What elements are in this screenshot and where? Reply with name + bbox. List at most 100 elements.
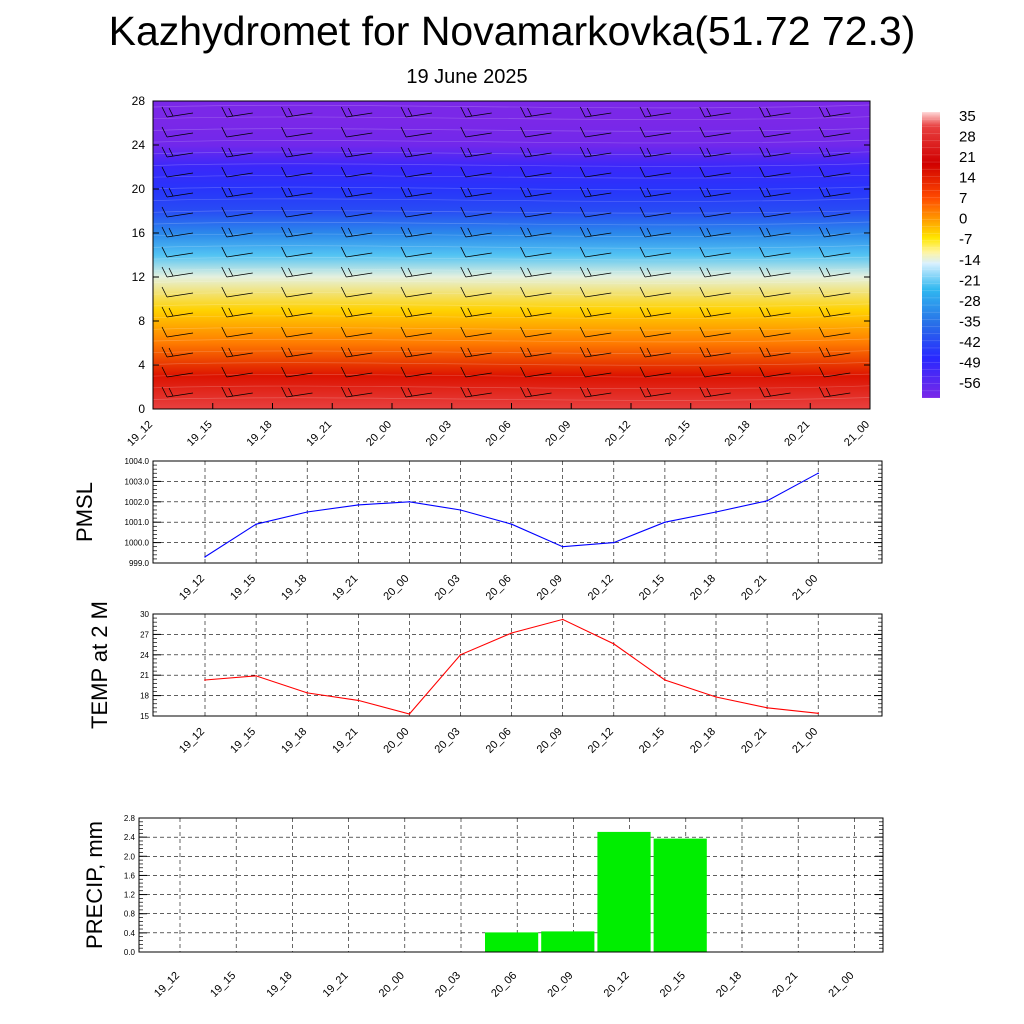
wind-barb [161, 226, 194, 238]
data-point [357, 699, 360, 702]
wind-barb [699, 286, 731, 298]
x-tick-label: 20_09 [545, 970, 575, 1000]
x-tick-label: 20_21 [739, 726, 769, 756]
wind-barb [400, 126, 433, 138]
colorbar-label: 7 [959, 190, 967, 207]
wind-barb [221, 146, 253, 158]
wind-barb [579, 346, 612, 358]
wind-barb [759, 326, 791, 338]
wind-barb [579, 266, 612, 278]
wind-barb [460, 106, 492, 118]
wind-barb [400, 226, 433, 238]
x-tick-label: 19_12 [125, 419, 155, 449]
wind-barb [639, 366, 672, 378]
wind-barb [639, 286, 672, 298]
x-tick-label: 20_03 [424, 419, 454, 449]
y-tick-label: 1002.0 [125, 498, 150, 507]
wind-barb [520, 306, 552, 318]
x-tick-label: 20_21 [782, 419, 812, 449]
wind-barb [520, 226, 552, 238]
contour-line [152, 116, 871, 120]
wind-barb [639, 166, 672, 178]
wind-barb [699, 366, 731, 378]
wind-barb [639, 266, 672, 278]
wind-barb [639, 206, 672, 218]
wind-barb [460, 126, 492, 138]
x-tick-label: 20_00 [364, 419, 394, 449]
wind-barb [759, 206, 791, 218]
data-point [510, 632, 513, 634]
x-tick-label: 20_21 [739, 573, 769, 603]
x-tick-label: 19_18 [245, 419, 275, 449]
colorbar-label: -28 [959, 293, 981, 310]
y-tick-label: 2.8 [124, 814, 136, 823]
wind-barb [759, 366, 791, 378]
wind-barb [520, 146, 552, 158]
y-tick-label: 0.4 [124, 929, 136, 938]
wind-barb [161, 106, 194, 118]
wind-barb [639, 226, 672, 238]
wind-barb [579, 226, 612, 238]
data-point [357, 504, 360, 506]
data-point [817, 472, 819, 475]
contour-line [152, 397, 871, 401]
temperature-heatmap-panel: 0 4 8 12 16 20 24 28 19_12 19_15 19_18 19_21 20_00 20… [125, 94, 872, 449]
wind-barb [340, 326, 373, 338]
wind-barb [400, 206, 433, 218]
wind-barb [161, 386, 194, 398]
wind-barb [699, 186, 731, 198]
wind-barb [520, 386, 552, 398]
x-tick-label: 19_18 [279, 573, 309, 603]
contour-line [152, 256, 871, 261]
x-tick-label: 19_12 [177, 726, 207, 756]
wind-barb [221, 306, 253, 318]
wind-barb [639, 126, 672, 138]
wind-barb [818, 106, 851, 118]
wind-barb [520, 206, 552, 218]
wind-barb [639, 146, 672, 158]
y-tick-label: 0.0 [124, 948, 136, 957]
x-tick-label: 20_21 [770, 970, 800, 1000]
x-tick-label: 20_06 [484, 726, 514, 756]
wind-barb [639, 106, 672, 118]
x-tick-label: 19_21 [330, 726, 360, 756]
data-point [459, 654, 462, 656]
wind-barb [281, 326, 313, 338]
plot-area [139, 818, 883, 952]
y-tick-label: 1000.0 [125, 539, 150, 548]
wind-barb [460, 366, 492, 378]
wind-barb [460, 246, 492, 258]
data-point [817, 712, 819, 715]
wind-barb [400, 346, 433, 358]
wind-barb [639, 246, 672, 258]
wind-barb [818, 246, 851, 258]
wind-barb [460, 326, 492, 338]
x-tick-label: 21_00 [826, 970, 856, 1000]
y-tick-label: 24 [140, 651, 149, 660]
y-tick-label: 999.0 [129, 559, 150, 568]
wind-barb [281, 106, 313, 118]
y-tick-label: 30 [140, 610, 149, 619]
data-point [561, 618, 564, 621]
wind-barb [460, 266, 492, 278]
wind-barb [579, 386, 612, 398]
wind-barb [699, 306, 731, 318]
wind-barb [221, 226, 253, 238]
wind-barb [400, 326, 433, 338]
contour-line [152, 221, 871, 226]
contour-line [152, 338, 871, 343]
wind-barb [161, 246, 194, 258]
wind-barb [639, 326, 672, 338]
contour-line [152, 163, 871, 167]
y-tick-label: 2.0 [124, 852, 136, 861]
x-tick-label: 20_06 [489, 970, 519, 1000]
x-tick-label: 19_15 [228, 573, 258, 603]
pmsl-panel: 999.0 1000.0 1001.0 1002.0 1003.0 1004.0 19_12… [72, 457, 883, 603]
colorbar-label: 28 [959, 129, 976, 146]
wind-barb [340, 226, 373, 238]
wind-barb [400, 106, 433, 118]
wind-barb [281, 146, 313, 158]
wind-barb [281, 226, 313, 238]
wind-barb [699, 346, 731, 358]
